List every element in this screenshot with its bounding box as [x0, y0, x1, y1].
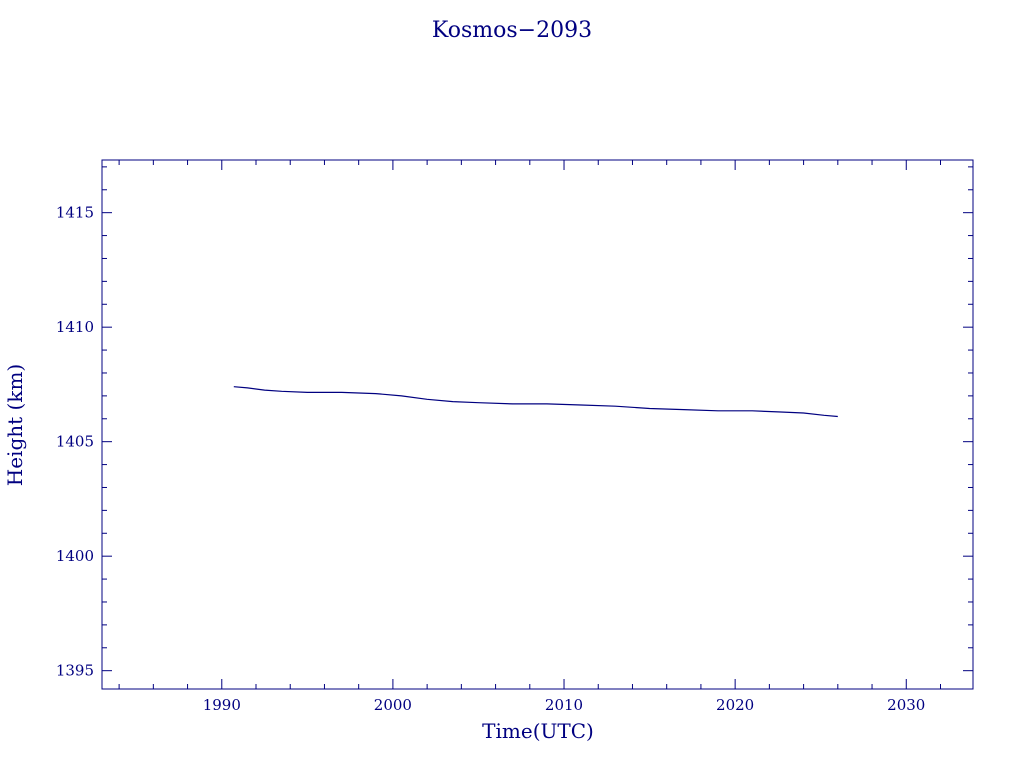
x-tick-label: 2030 [887, 696, 925, 714]
y-tick-label: 1415 [56, 204, 94, 222]
y-tick-label: 1400 [56, 547, 94, 565]
x-tick-label: 1990 [203, 696, 241, 714]
y-tick-label: 1410 [56, 318, 94, 336]
chart-title: Kosmos−2093 [432, 18, 592, 43]
height-series-line [233, 386, 838, 418]
plot-frame [101, 159, 974, 690]
y-tick-labels: 1395 1400 1405 1410 1415 [56, 204, 94, 680]
y-axis-label: Height (km) [3, 364, 27, 486]
x-tick-label: 2020 [716, 696, 754, 714]
axis-ticks [102, 160, 973, 689]
series-layer [233, 386, 838, 418]
x-tick-label: 2010 [545, 696, 583, 714]
x-tick-label: 2000 [374, 696, 412, 714]
x-axis-label: Time(UTC) [482, 719, 594, 743]
y-tick-label: 1405 [56, 433, 94, 451]
y-tick-label: 1395 [56, 662, 94, 680]
x-tick-labels: 1990 2000 2010 2020 2030 [203, 696, 926, 714]
